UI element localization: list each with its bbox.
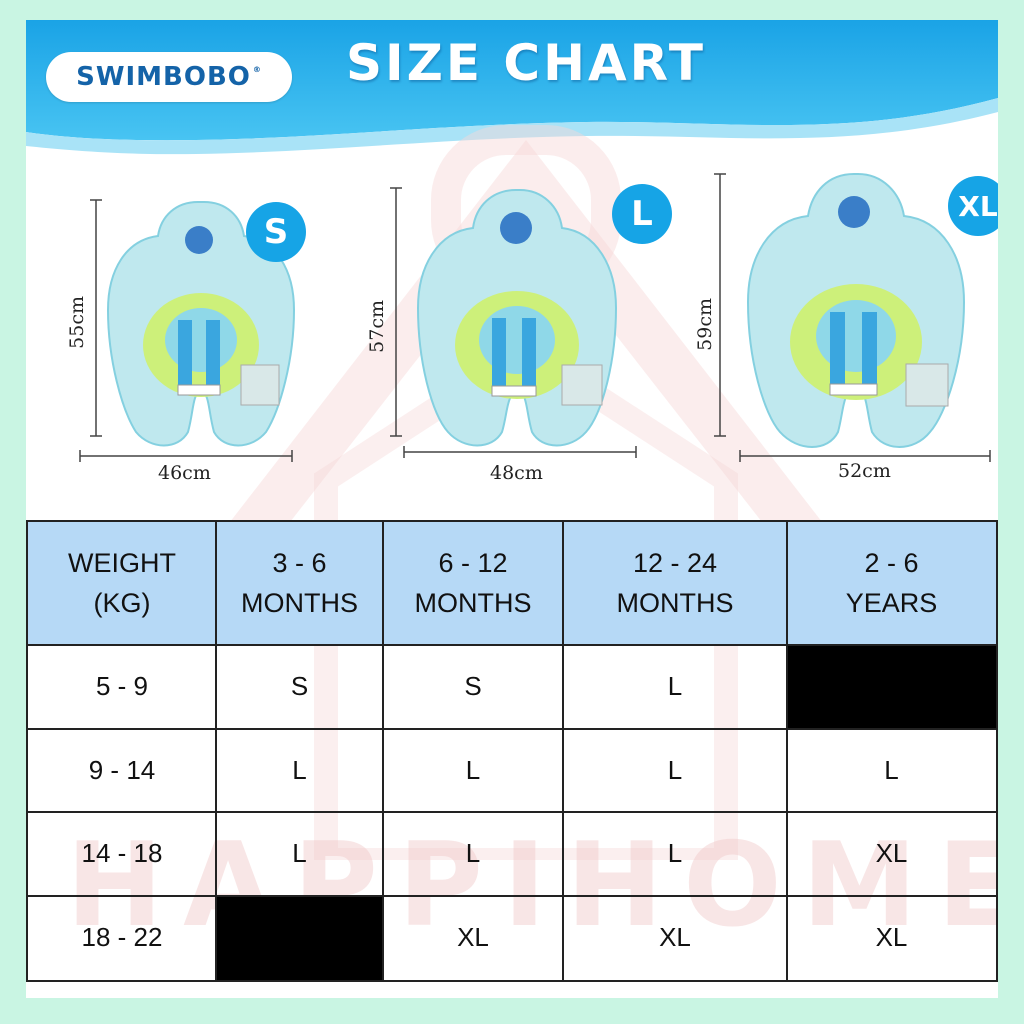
- size-badge-s: S: [246, 202, 306, 262]
- product-xl: XL 59cm 52cm: [694, 170, 998, 500]
- header-wave-banner: [26, 20, 998, 155]
- product-s: S 55cm 46cm: [66, 180, 336, 500]
- width-label-xl: 52cm: [838, 460, 891, 482]
- table-cell: L: [465, 838, 481, 869]
- table-grid-line: [382, 520, 384, 982]
- size-badge-xl: XL: [948, 176, 998, 236]
- table-cell: L: [292, 838, 307, 869]
- page-title: SIZE CHART: [346, 34, 707, 92]
- brand-logo: SWIMBOBO ®: [46, 52, 292, 102]
- table-grid-line: [26, 980, 998, 982]
- table-cell-unavailable: [216, 896, 383, 980]
- table-header-cell: WEIGHT (KG): [28, 522, 216, 645]
- table-cell: L: [884, 754, 899, 785]
- table-header-cell: 2 - 6 YEARS: [787, 522, 996, 645]
- table-cell: XL: [659, 922, 691, 953]
- table-grid-line: [26, 644, 998, 646]
- width-label-s: 46cm: [158, 462, 211, 484]
- table-grid-line: [26, 895, 998, 897]
- table-header-cell: 3 - 6 MONTHS: [216, 522, 383, 645]
- table-cell: L: [465, 754, 481, 785]
- table-cell: L: [667, 838, 683, 869]
- table-cell: XL: [457, 922, 489, 953]
- table-cell: XL: [875, 922, 908, 953]
- table-cell: XL: [875, 838, 908, 869]
- swim-float-image: [79, 199, 296, 462]
- table-grid-line: [215, 520, 217, 982]
- product-l: L 57cm 48cm: [366, 180, 672, 500]
- height-label-l: 57cm: [366, 300, 388, 353]
- size-badge-l: L: [612, 184, 672, 244]
- table-cell-unavailable: [787, 645, 996, 729]
- swim-float-image: [390, 187, 637, 458]
- table-weight-cell: 9 - 14: [88, 754, 156, 785]
- size-table: WEIGHT (KG) 3 - 6 MONTHS 6 - 12 MONTHS 12 -…: [26, 520, 998, 982]
- table-cell: L: [667, 671, 683, 702]
- table-grid-line: [996, 520, 998, 982]
- table-grid-line: [26, 520, 28, 982]
- height-label-xl: 59cm: [694, 298, 716, 351]
- table-cell: S: [290, 671, 309, 702]
- table-grid-line: [26, 811, 998, 813]
- table-cell: S: [464, 671, 482, 702]
- table-header-cell: 6 - 12 MONTHS: [383, 522, 563, 645]
- table-grid-line: [26, 728, 998, 730]
- table-grid-line: [786, 520, 788, 982]
- table-weight-cell: 18 - 22: [81, 922, 163, 953]
- width-label-l: 48cm: [490, 462, 543, 484]
- table-header-cell: 12 - 24 MONTHS: [563, 522, 787, 645]
- swim-float-image: [714, 173, 991, 462]
- table-cell: L: [667, 754, 683, 785]
- table-weight-cell: 14 - 18: [81, 838, 163, 869]
- height-label-s: 55cm: [66, 296, 88, 349]
- table-grid-line: [562, 520, 564, 982]
- table-weight-cell: 5 - 9: [95, 671, 149, 702]
- size-chart-card: SWIMBOBO ® SIZE CHART HAPPIHOME S 55cm 46…: [26, 20, 998, 998]
- table-grid-line: [26, 520, 998, 522]
- table-cell: L: [292, 754, 307, 785]
